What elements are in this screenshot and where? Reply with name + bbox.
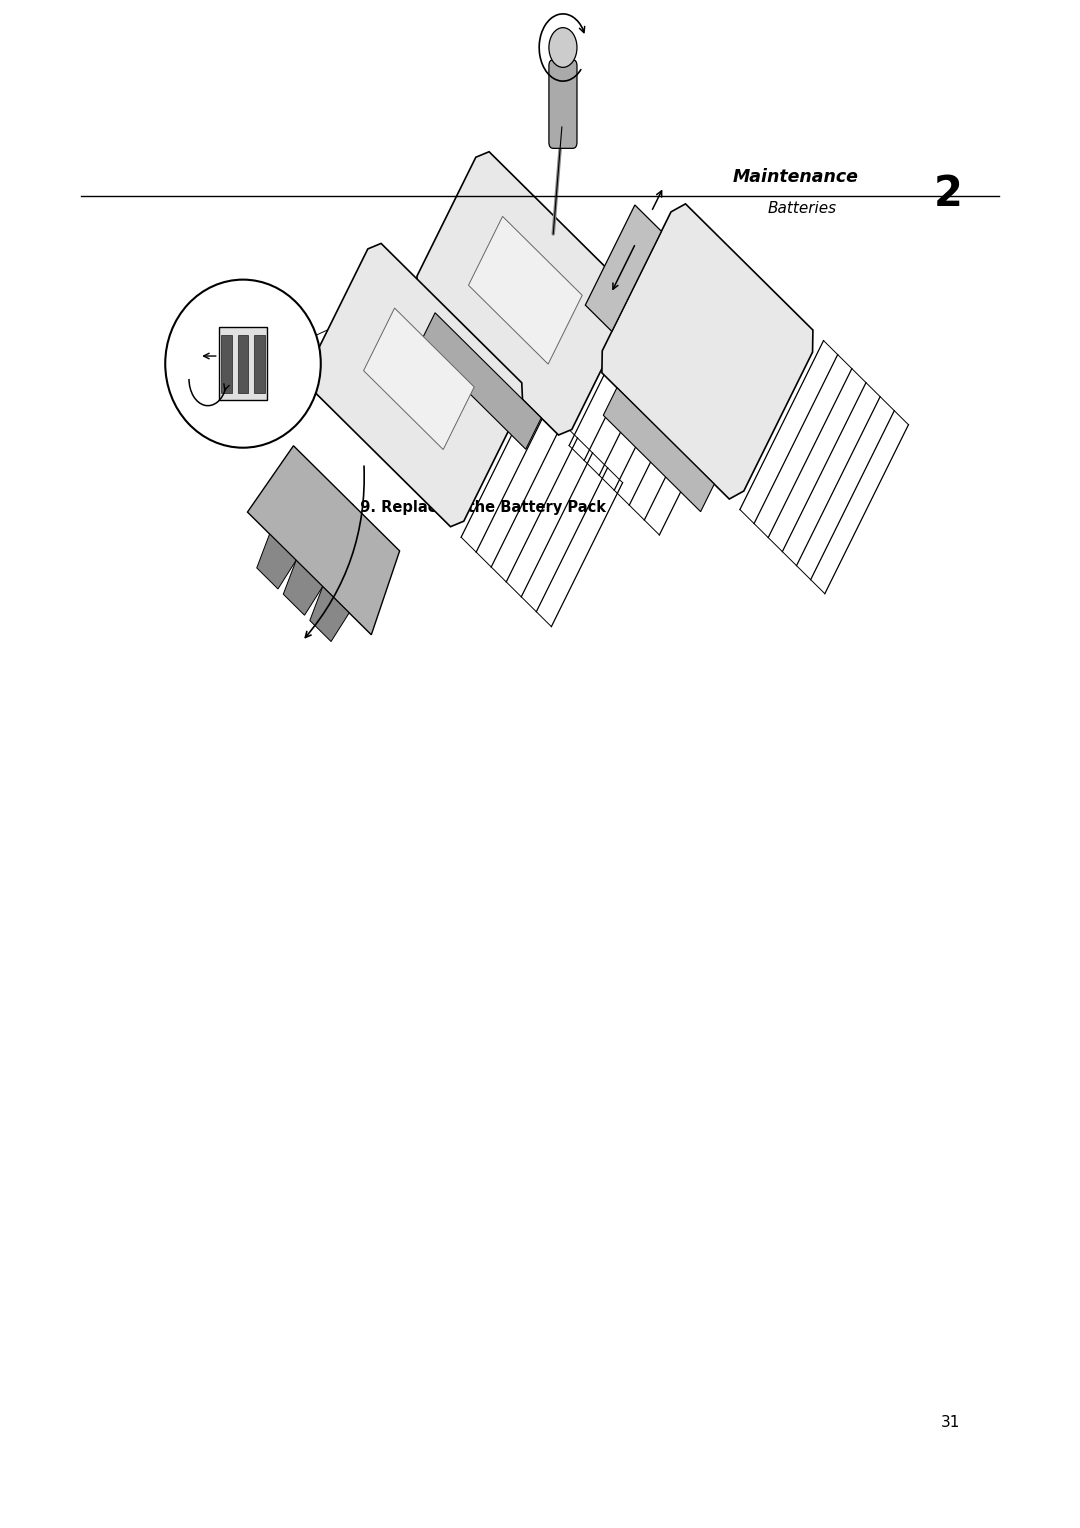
Circle shape (549, 28, 577, 67)
Text: 2: 2 (934, 173, 963, 215)
Text: 31: 31 (941, 1415, 960, 1430)
Polygon shape (364, 309, 474, 449)
Polygon shape (310, 587, 349, 642)
Polygon shape (257, 533, 296, 588)
Polygon shape (469, 217, 582, 364)
Polygon shape (420, 313, 541, 449)
Polygon shape (417, 151, 631, 435)
Ellipse shape (165, 280, 321, 448)
Bar (254, 335, 265, 393)
FancyBboxPatch shape (549, 60, 577, 148)
Polygon shape (585, 205, 661, 332)
Polygon shape (309, 243, 523, 527)
Text: Maintenance: Maintenance (732, 168, 859, 186)
Polygon shape (604, 388, 714, 512)
Polygon shape (602, 203, 813, 500)
Text: Batteries: Batteries (768, 200, 837, 215)
Bar (221, 335, 232, 393)
Text: Figure 9. Replacing the Battery Pack: Figure 9. Replacing the Battery Pack (301, 500, 606, 515)
Bar (238, 335, 248, 393)
Polygon shape (247, 446, 400, 634)
FancyBboxPatch shape (218, 327, 268, 400)
Polygon shape (283, 561, 323, 616)
